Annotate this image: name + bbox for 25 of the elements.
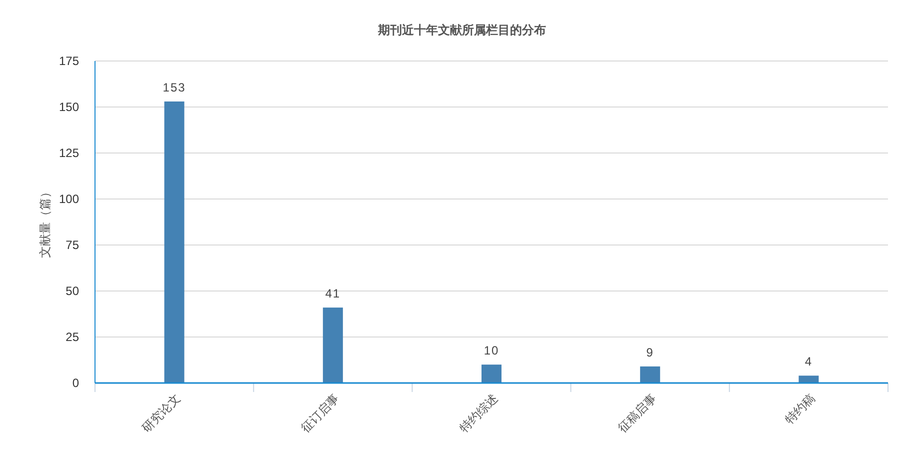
y-tick-label: 150 xyxy=(58,100,80,114)
y-tick-label: 100 xyxy=(58,192,80,206)
data-label: 9 xyxy=(646,345,654,360)
data-label: 41 xyxy=(325,286,341,301)
bar xyxy=(164,101,184,383)
data-label: 4 xyxy=(804,354,813,369)
chart-title: 期刊近十年文献所属栏目的分布 xyxy=(377,23,546,37)
y-tick-label: 175 xyxy=(58,54,80,68)
bar xyxy=(798,376,819,383)
bar xyxy=(322,308,343,383)
y-tick-label: 0 xyxy=(72,376,80,390)
x-tick-label: 特约综述 xyxy=(456,391,500,435)
data-label: 153 xyxy=(162,80,186,94)
x-tick-label: 征稿启事 xyxy=(615,391,660,435)
y-tick-label: 125 xyxy=(58,146,80,160)
x-tick-label: 特约稿 xyxy=(782,391,818,426)
y-axis-title: 文献量（篇） xyxy=(38,186,52,258)
bar xyxy=(640,366,660,383)
x-tick-label: 征订启事 xyxy=(298,391,342,435)
y-tick-label: 50 xyxy=(66,284,80,298)
y-tick-label: 25 xyxy=(66,330,80,344)
data-label: 10 xyxy=(484,344,500,358)
y-tick-label: 75 xyxy=(66,238,80,252)
x-tick-label: 研究论文 xyxy=(139,391,184,435)
bar xyxy=(482,364,502,383)
